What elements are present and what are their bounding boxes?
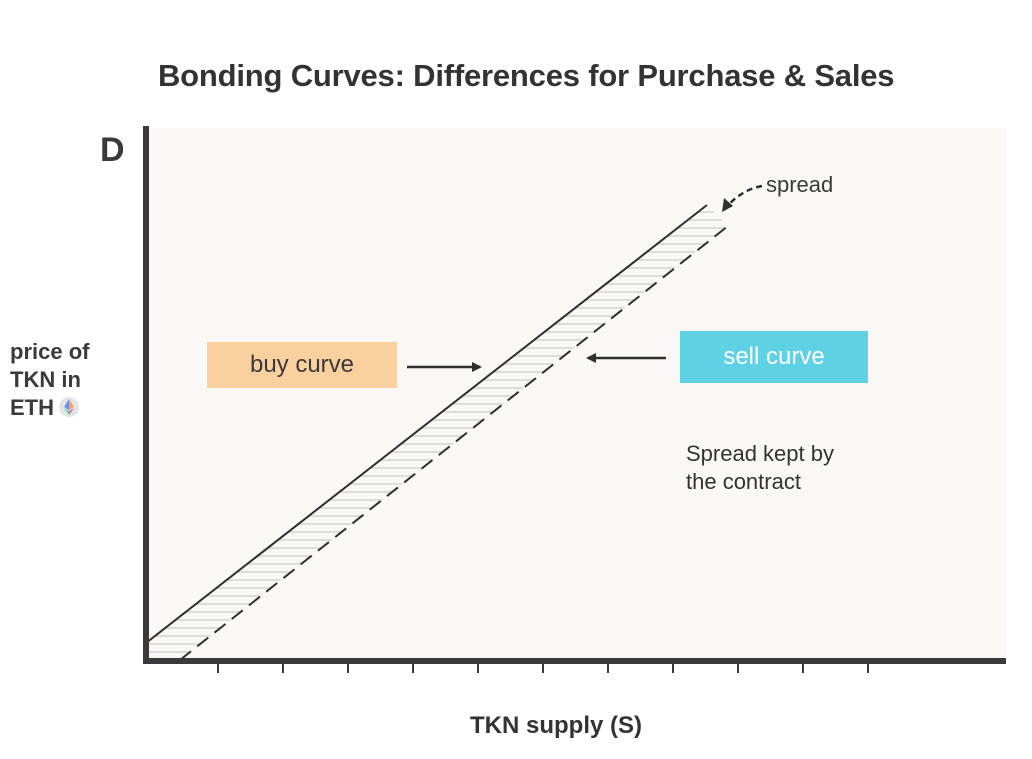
spread-note-line: the contract — [686, 469, 801, 494]
y-axis-label: price of TKN in ETH — [10, 338, 89, 422]
panel-letter: D — [100, 131, 125, 169]
y-axis-label-line: price of — [10, 339, 90, 364]
spread-region — [146, 205, 728, 660]
ethereum-icon — [59, 397, 79, 417]
sell-curve-label: sell curve — [680, 331, 868, 383]
spread-note-line: Spread kept by — [686, 441, 834, 466]
y-axis-label-line-eth: ETH — [10, 394, 89, 422]
sell-curve-line — [179, 225, 729, 661]
y-axis-label-line: TKN in — [10, 367, 81, 392]
buy-curve-line — [145, 204, 708, 644]
chart-title: Bonding Curves: Differences for Purchase… — [158, 58, 895, 93]
x-axis-label: TKN supply (S) — [470, 712, 642, 739]
spread-label: spread — [766, 172, 834, 197]
buy-curve-label: buy curve — [207, 342, 397, 388]
spread-arrowhead — [722, 198, 733, 212]
x-axis-ticks — [217, 664, 869, 673]
y-axis-label-eth-text: ETH — [10, 395, 54, 420]
spread-note: Spread kept by the contract — [686, 440, 834, 496]
